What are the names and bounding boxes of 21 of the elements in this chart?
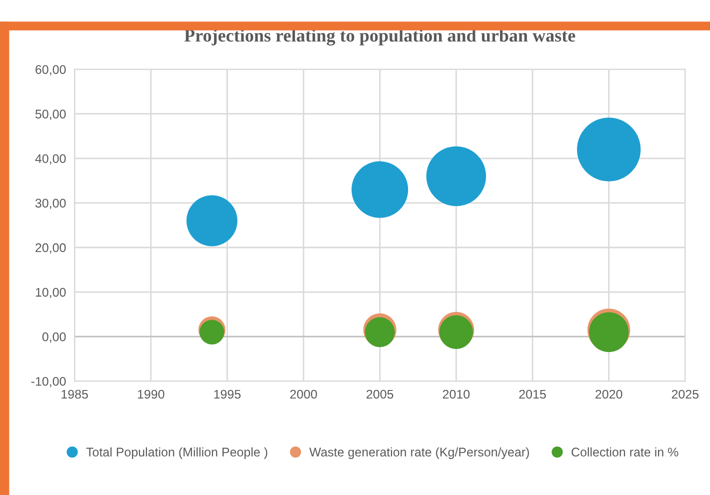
x-tick-label: 2010	[442, 390, 470, 399]
x-tick-label: 2020	[596, 390, 622, 399]
x-tick-label: 1985	[62, 390, 88, 399]
x-tick-label: 1990	[138, 390, 164, 399]
y-tick-label: 30,00	[35, 198, 66, 210]
y-tick-label: 40,00	[35, 154, 66, 165]
y-tick-label: 20,00	[36, 243, 66, 254]
x-tick-label: 2000	[290, 390, 317, 399]
y-tick-label: 10,00	[36, 288, 66, 298]
x-tick-label: 2015	[519, 390, 546, 399]
legend-label: Collection rate in %	[572, 447, 678, 457]
x-tick-label: 2005	[366, 390, 394, 399]
legend-label: Total Population (Million People )	[86, 447, 268, 459]
y-tick-label: 60,00	[36, 65, 66, 76]
y-tick-label: -10,00	[31, 376, 66, 388]
x-tick-label: 1995	[214, 390, 241, 399]
chart-title: Projections relating to population and urban waste	[184, 28, 576, 46]
y-tick-label: 0,00	[42, 332, 66, 343]
legend-label: Waste generation rate (Kg/Person/year)	[309, 447, 529, 459]
y-tick-label: 50,00	[35, 110, 66, 120]
x-tick-label: 2025	[672, 390, 699, 399]
